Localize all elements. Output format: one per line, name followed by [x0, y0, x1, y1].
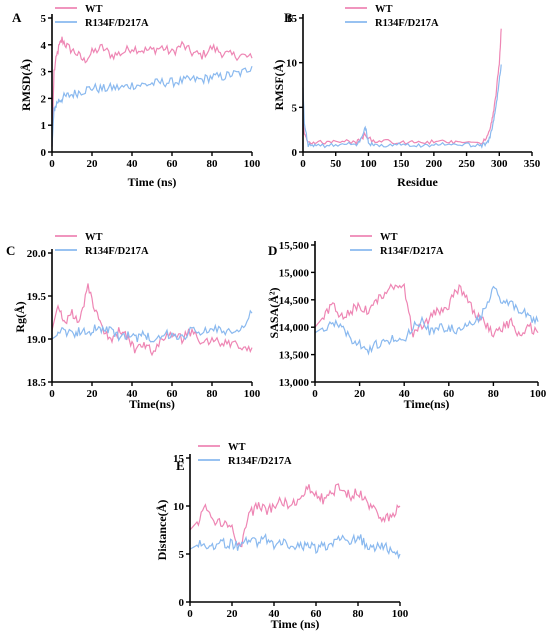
y-tick-label: 5 [179, 549, 185, 561]
x-tick-label: 100 [244, 158, 261, 170]
legend-label: R134F/D217A [228, 456, 292, 467]
x-tick-label: 250 [458, 158, 475, 170]
legend-label: R134F/D217A [375, 18, 439, 29]
x-tick-label: 40 [127, 388, 139, 400]
series-line-wt [51, 36, 253, 147]
x-tick-label: 100 [244, 388, 261, 400]
y-axis-label: RMSD(Å) [19, 59, 33, 111]
y-tick-label: 10 [286, 58, 298, 70]
panel-label: E [176, 458, 185, 473]
legend-label: WT [380, 232, 398, 243]
x-tick-label: 350 [524, 158, 541, 170]
x-tick-label: 0 [49, 158, 55, 170]
x-tick-label: 0 [312, 388, 318, 400]
y-tick-label: 19.0 [27, 334, 47, 346]
x-axis-label: Time(ns) [404, 397, 450, 411]
x-tick-label: 300 [491, 158, 508, 170]
x-tick-label: 80 [353, 608, 365, 620]
series-line-wt [51, 283, 253, 357]
y-tick-label: 10 [173, 501, 185, 513]
series-line-wt [302, 28, 502, 146]
y-tick-label: 13,000 [279, 377, 310, 389]
panel-b: 0 50 100 150 200 250 300 350 0 5 10 15 Residue RMSF(Å… [272, 4, 541, 189]
x-tick-label: 100 [360, 158, 377, 170]
x-tick-label: 20 [354, 388, 366, 400]
y-tick-label: 3 [41, 67, 47, 79]
panel-c: 0 20 40 60 80 100 18.5 19.0 19.5 20.0 Time(ns) Rg(Å… [6, 232, 261, 411]
x-axis-label: Time(ns) [129, 397, 175, 411]
y-axis-label: Rg(Å) [13, 301, 27, 332]
x-tick-label: 80 [207, 388, 219, 400]
y-axis-label: SASA(Å²) [267, 288, 281, 339]
x-tick-label: 20 [87, 158, 99, 170]
x-tick-label: 20 [87, 388, 99, 400]
y-axis-label: Distance(Å) [155, 500, 169, 561]
series-line-mutant [51, 309, 253, 343]
y-tick-label: 15,000 [279, 267, 310, 279]
y-tick-label: 18.5 [27, 377, 47, 389]
x-tick-label: 150 [393, 158, 410, 170]
x-tick-label: 100 [392, 608, 409, 620]
x-tick-label: 80 [488, 388, 500, 400]
panel-a: 0 20 40 60 80 100 0 1 2 3 4 5 Time (ns) RMSD(Å) A WT R13… [12, 4, 261, 189]
y-tick-label: 15 [173, 453, 185, 465]
x-tick-label: 60 [167, 158, 179, 170]
x-tick-label: 20 [227, 608, 239, 620]
y-tick-label: 0 [292, 147, 298, 159]
panel-label: A [12, 10, 22, 25]
x-axis-label: Time (ns) [128, 175, 177, 189]
y-tick-label: 20.0 [27, 248, 47, 260]
series-line-mutant [314, 285, 539, 356]
y-tick-label: 2 [41, 93, 47, 105]
legend-label: R134F/D217A [85, 18, 149, 29]
panel-label: C [6, 243, 15, 258]
x-tick-label: 0 [49, 388, 55, 400]
x-axis-label: Residue [397, 175, 438, 189]
x-tick-label: 60 [311, 608, 323, 620]
x-tick-label: 100 [530, 388, 547, 400]
legend-label: R134F/D217A [380, 246, 444, 257]
y-tick-label: 14,500 [279, 295, 310, 307]
x-axis-label: Time (ns) [271, 617, 320, 631]
y-tick-label: 5 [292, 102, 298, 114]
y-tick-label: 0 [179, 597, 185, 609]
series-line-mutant [189, 532, 401, 560]
x-tick-label: 60 [443, 388, 455, 400]
y-tick-label: 0 [41, 147, 47, 159]
series-line-mutant [302, 64, 502, 149]
panel-d: 0 20 40 60 80 100 13,000 13,500 14,000 14,500 15,0… [267, 232, 547, 411]
y-tick-label: 1 [41, 120, 47, 132]
legend-label: WT [85, 4, 103, 15]
y-tick-label: 14,000 [279, 322, 310, 334]
y-tick-label: 15 [286, 13, 298, 25]
x-tick-label: 200 [426, 158, 443, 170]
panel-label: D [268, 243, 277, 258]
y-tick-label: 13,500 [279, 350, 310, 362]
legend-label: WT [85, 232, 103, 243]
x-tick-label: 60 [167, 388, 179, 400]
legend-label: R134F/D217A [85, 246, 149, 257]
legend-label: WT [375, 4, 393, 15]
series-line-mutant [51, 66, 253, 147]
panel-e: 0 20 40 60 80 100 0 5 10 15 Time (ns) Distance(Å) E W… [155, 442, 409, 631]
series-line-wt [189, 483, 401, 548]
x-tick-label: 0 [187, 608, 193, 620]
x-tick-label: 40 [127, 158, 139, 170]
panel-label: B [284, 10, 293, 25]
series-line-wt [314, 282, 539, 338]
x-tick-label: 40 [399, 388, 411, 400]
y-tick-label: 4 [41, 40, 47, 52]
y-tick-label: 5 [41, 13, 47, 25]
y-tick-label: 15,500 [279, 240, 310, 252]
x-tick-label: 0 [300, 158, 306, 170]
y-tick-label: 19.5 [27, 291, 47, 303]
x-tick-label: 80 [207, 158, 219, 170]
legend-label: WT [228, 442, 246, 453]
x-tick-label: 40 [269, 608, 281, 620]
y-axis-label: RMSF(Å) [272, 60, 286, 111]
x-tick-label: 50 [330, 158, 342, 170]
